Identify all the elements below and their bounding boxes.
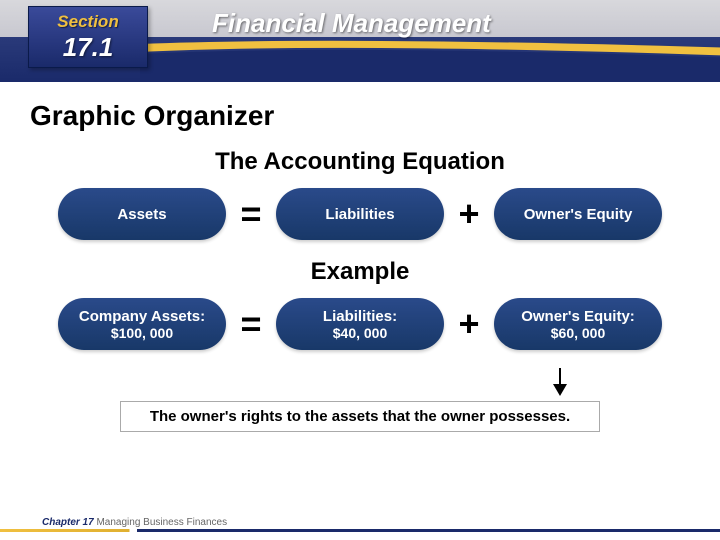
equation-liabilities: Liabilities	[276, 188, 444, 240]
arrow-container: The owner's rights to the assets that th…	[30, 368, 690, 432]
footer-chapter-bold: Chapter 17	[42, 517, 94, 528]
example-row: Company Assets: $100, 000 = Liabilities:…	[30, 298, 690, 350]
plus-operator: +	[454, 193, 484, 235]
section-number: 17.1	[63, 32, 114, 63]
section-label: Section	[57, 12, 118, 32]
example-plus-operator: +	[454, 303, 484, 345]
equation-liabilities-label: Liabilities	[325, 206, 394, 223]
slide-header: Section 17.1 Financial Management	[0, 0, 720, 82]
example-liabilities-l2: $40, 000	[333, 325, 388, 341]
equation-owners-equity-label: Owner's Equity	[524, 206, 633, 223]
arrow-down-icon	[550, 368, 570, 396]
example-liabilities-l1: Liabilities:	[323, 308, 397, 325]
example-liabilities: Liabilities: $40, 000	[276, 298, 444, 350]
slide-content: Graphic Organizer The Accounting Equatio…	[0, 82, 720, 442]
equation-row: Assets = Liabilities + Owner's Equity	[30, 188, 690, 240]
footer-rule	[0, 529, 720, 532]
footer-chapter-rest: Managing Business Finances	[94, 517, 227, 528]
header-swoosh	[140, 36, 720, 82]
example-assets-l2: $100, 000	[111, 325, 173, 341]
equation-assets-label: Assets	[117, 206, 166, 223]
slide-footer: Chapter 17 Managing Business Finances	[0, 510, 720, 540]
page-title: Graphic Organizer	[30, 100, 690, 132]
example-assets: Company Assets: $100, 000	[58, 298, 226, 350]
example-owners-equity: Owner's Equity: $60, 000	[494, 298, 662, 350]
example-owners-equity-l2: $60, 000	[551, 325, 606, 341]
equation-owners-equity: Owner's Equity	[494, 188, 662, 240]
example-equals-operator: =	[236, 303, 266, 345]
header-title: Financial Management	[212, 8, 491, 39]
equation-subtitle: The Accounting Equation	[30, 148, 690, 176]
explanation-box: The owner's rights to the assets that th…	[120, 401, 600, 432]
equals-operator: =	[236, 193, 266, 235]
section-badge: Section 17.1	[28, 6, 148, 68]
equation-assets: Assets	[58, 188, 226, 240]
example-assets-l1: Company Assets:	[79, 308, 205, 325]
example-subtitle: Example	[30, 258, 690, 286]
footer-chapter: Chapter 17 Managing Business Finances	[42, 517, 227, 528]
example-owners-equity-l1: Owner's Equity:	[521, 308, 635, 325]
